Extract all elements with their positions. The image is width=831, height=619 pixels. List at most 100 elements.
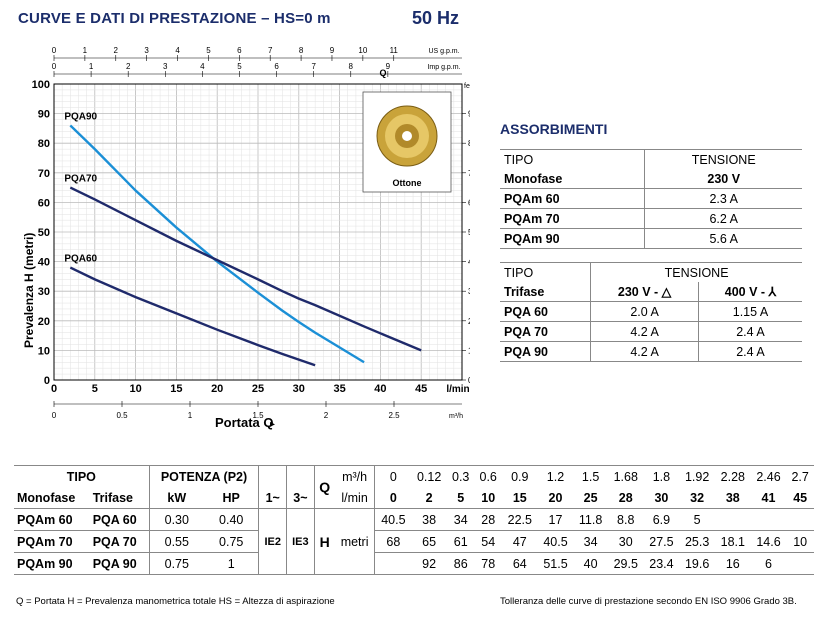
assorbimenti-mono-table: TIPO TENSIONE Monofase 230 V PQAm 60 2.3 A … [500, 149, 802, 249]
q-unit-label: Q [379, 68, 386, 78]
y-tick-label: 80 [38, 138, 50, 150]
series-pqa60-line [69, 266, 316, 367]
feet-unit-label: feet [464, 83, 470, 90]
imp-tick-label: 4 [200, 62, 205, 71]
us-tick-label: 6 [237, 46, 242, 55]
th-tipo: TIPO [504, 265, 534, 280]
th-q: Q [313, 465, 335, 509]
impeller-icon [376, 105, 438, 167]
imp-tick-label: 6 [274, 62, 279, 71]
us-unit-label: US g.p.m. [428, 48, 459, 55]
th-trifase: Trifase [504, 284, 545, 299]
imp-tick-label: 0 [52, 62, 57, 71]
x-tick-label: 30 [293, 383, 305, 395]
m3h-tick-label: 0 [52, 411, 57, 420]
x-unit-label: l/min [446, 384, 469, 395]
feet-tick-label: 0 [468, 376, 470, 385]
footer-legend: Q = Portata H = Prevalenza manometrica t… [16, 596, 335, 607]
feet-tick-label: 2 [468, 317, 470, 326]
feet-tick-label: 1 [468, 346, 470, 355]
m3h-tick-label: 1.5 [252, 411, 264, 420]
us-tick-label: 1 [83, 46, 88, 55]
th-tensione: TENSIONE [644, 149, 802, 169]
table-row: PQAm 90 PQA 90 0.75 1 92 86 78 64 51.5 40 29.5 2… [14, 552, 814, 575]
table-row: PQAm 70 PQA 70 0.55 0.75 68 65 61 54 47 40.5 34… [14, 530, 814, 553]
x-tick-label: 35 [333, 383, 345, 395]
feet-tick-label: 8 [468, 139, 470, 148]
y-tick-label: 70 [38, 168, 50, 180]
frequency-label: 50 Hz [412, 8, 460, 28]
impeller-inset: Ottone [362, 91, 452, 193]
us-tick-label: 4 [175, 46, 180, 55]
us-tick-label: 8 [299, 46, 304, 55]
series-pqa70-line [69, 186, 422, 352]
assorbimenti-title: ASSORBIMENTI [500, 121, 608, 137]
imp-tick-label: 2 [126, 62, 131, 71]
y-tick-label: 20 [38, 316, 50, 328]
table-row: PQA 70 4.2 A 2.4 A [500, 321, 802, 342]
y-tick-label: 50 [38, 227, 50, 239]
imp-tick-label: 7 [311, 62, 316, 71]
series-label-pqa60: PQA60 [64, 254, 97, 265]
imp-unit-label: Imp g.p.m. [427, 64, 460, 71]
table-row: PQAm 90 5.6 A [500, 228, 802, 249]
us-tick-label: 7 [268, 46, 273, 55]
th-tensione: TENSIONE [590, 262, 802, 282]
th-1ph: 1~ [258, 487, 287, 509]
us-tick-label: 0 [52, 46, 57, 55]
th-230v: 230 V - △ [590, 282, 699, 302]
x-tick-label: 25 [252, 383, 264, 395]
x-tick-label: 45 [415, 383, 427, 395]
us-tick-label: 11 [390, 46, 399, 55]
x-tick-label: 5 [92, 383, 98, 395]
us-tick-label: 2 [114, 46, 119, 55]
feet-tick-label: 3 [468, 287, 470, 296]
imp-tick-label: 9 [386, 62, 391, 71]
series-label-pqa90: PQA90 [64, 111, 97, 122]
assorbimenti-tri-table: TIPO TENSIONE Trifase 230 V - △ 400 V - ⅄ P… [500, 262, 802, 362]
metri-label: metri [340, 534, 369, 549]
footer-tolerance: Tolleranza delle curve di prestazione se… [500, 596, 797, 607]
imp-tick-label: 5 [237, 62, 242, 71]
series-label-pqa70: PQA70 [64, 174, 97, 185]
y-axis-label: Prevalenza H (metri) [22, 233, 36, 348]
imp-tick-label: 3 [163, 62, 168, 71]
x-axis-arrow: ▸ [270, 419, 275, 430]
m3h-tick-label: 0.5 [116, 411, 128, 420]
y-tick-label: 0 [44, 375, 50, 387]
feet-tick-label: 4 [468, 258, 470, 267]
table-row: PQA 60 2.0 A 1.15 A [500, 301, 802, 322]
us-tick-label: 3 [144, 46, 149, 55]
feet-tick-label: 6 [468, 198, 470, 207]
th-lmin: l/min [341, 490, 368, 505]
y-tick-label: 90 [38, 109, 50, 121]
x-tick-label: 20 [211, 383, 223, 395]
us-tick-label: 5 [206, 46, 211, 55]
th-m3h: m³/h [342, 469, 368, 484]
th-potenza: POTENZA (P2) [148, 465, 259, 487]
y-tick-label: 40 [38, 257, 50, 269]
table-row: PQAm 60 2.3 A [500, 188, 802, 209]
inset-label: Ottone [393, 178, 422, 188]
th-hp: HP [222, 490, 240, 505]
y-tick-label: 60 [38, 197, 50, 209]
m3h-tick-label: 2.5 [388, 411, 400, 420]
th-monofase: Monofase [17, 490, 76, 505]
y-tick-label: 100 [32, 79, 50, 91]
us-tick-label: 9 [330, 46, 335, 55]
chart-curves: PQA90 PQA70 PQA60 [64, 111, 422, 367]
th-3ph: 3~ [286, 487, 315, 509]
imp-tick-label: 1 [89, 62, 94, 71]
x-tick-label: 0 [51, 383, 57, 395]
x-tick-label: 40 [374, 383, 386, 395]
th-tipo: TIPO [66, 469, 96, 484]
h-label: H [313, 508, 335, 575]
x-tick-label: 10 [129, 383, 141, 395]
ie3-label: IE3 [286, 508, 315, 575]
us-tick-label: 10 [358, 46, 367, 55]
series-pqa90-line [69, 124, 365, 364]
m3h-tick-label: 1 [188, 411, 193, 420]
table-row: PQA 90 4.2 A 2.4 A [500, 341, 802, 362]
th-400v: 400 V - ⅄ [697, 282, 802, 302]
